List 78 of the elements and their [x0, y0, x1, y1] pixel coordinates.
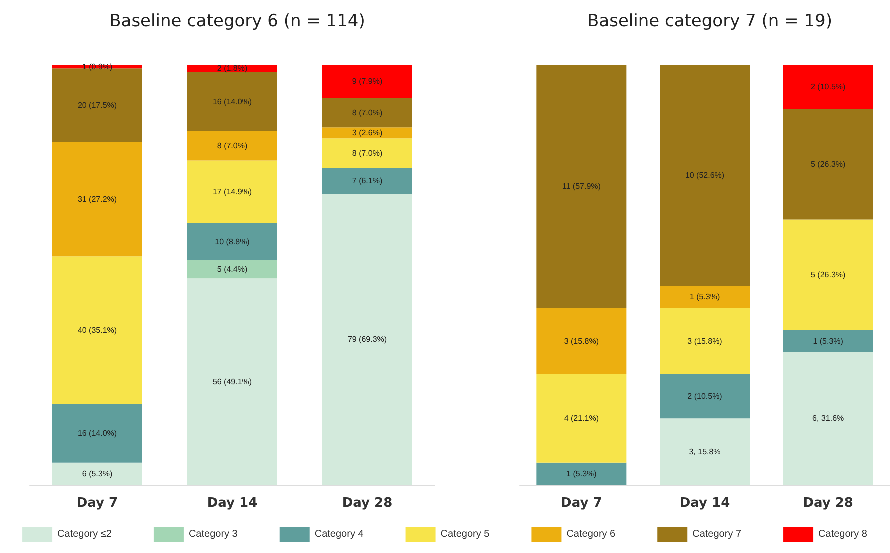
- bar: [783, 65, 874, 110]
- bar: [188, 72, 278, 132]
- bar: [783, 352, 874, 485]
- data-label: 31 (27.2%): [78, 194, 118, 204]
- x-tick-label: Day 7: [76, 496, 118, 511]
- data-label: 16 (14.0%): [212, 97, 252, 106]
- bar: [660, 65, 750, 286]
- data-label: 5 (26.3%): [810, 160, 846, 169]
- x-tick-label: Day 28: [803, 496, 854, 511]
- bar: [536, 374, 627, 463]
- bar: [188, 160, 278, 224]
- bar: [188, 278, 278, 485]
- bar: [536, 65, 627, 308]
- data-label: 5 (26.3%): [810, 270, 846, 280]
- legend-label: Category 5: [440, 529, 490, 540]
- legend-label: Category 7: [692, 529, 742, 540]
- bar: [536, 308, 627, 374]
- data-label: 10 (52.6%): [685, 171, 725, 180]
- data-label: 1 (5.3%): [566, 469, 598, 478]
- data-label: 1 (5.3%): [690, 292, 720, 302]
- bar: [52, 256, 142, 404]
- bar: [188, 260, 278, 279]
- data-label: 5 (4.4%): [217, 264, 248, 274]
- data-label: 6 (5.3%): [82, 469, 113, 478]
- bar: [52, 142, 142, 257]
- x-tick-label: Day 7: [561, 496, 602, 511]
- data-label: 1 (5.3%): [813, 336, 844, 346]
- bar: [322, 194, 412, 485]
- data-label: 4 (21.1%): [564, 414, 600, 424]
- bar: [660, 374, 750, 419]
- data-label: 8 (7.0%): [352, 148, 383, 158]
- data-label: 7 (6.1%): [352, 176, 383, 186]
- bar: [322, 128, 412, 139]
- data-label: 3 (15.8%): [564, 336, 600, 346]
- data-label: 16 (14.0%): [78, 428, 118, 438]
- data-label: 8 (7.0%): [352, 108, 383, 118]
- bar: [660, 286, 750, 308]
- data-label: 2 (1.8%): [217, 64, 248, 74]
- bar: [322, 168, 412, 194]
- bar: [322, 65, 412, 98]
- bar: [322, 98, 412, 128]
- x-tick-label: Day 28: [342, 496, 393, 511]
- chart-title: Baseline category 7 (n = 19): [588, 12, 832, 32]
- bar: [188, 223, 278, 260]
- data-label: 20 (17.5%): [78, 101, 118, 110]
- x-tick-label: Day 14: [680, 496, 730, 511]
- data-label: 3 (15.8%): [688, 336, 723, 346]
- data-label: 11 (57.9%): [562, 182, 602, 192]
- legend-label: Category 8: [818, 529, 868, 540]
- bar: [52, 462, 142, 485]
- bar: [783, 330, 874, 352]
- data-label: 6, 31.6%: [812, 414, 844, 424]
- chart-title: Baseline category 6 (n = 114): [110, 12, 366, 32]
- bar: [783, 109, 874, 220]
- data-label: 1 (0.9%): [82, 62, 113, 72]
- bar: [660, 418, 750, 485]
- data-label: 2 (10.5%): [688, 392, 723, 402]
- data-label: 40 (35.1%): [78, 326, 118, 335]
- data-label: 3, 15.8%: [689, 447, 721, 456]
- data-label: 2 (10.5%): [810, 82, 846, 92]
- bar: [52, 404, 142, 463]
- bar: [536, 462, 627, 485]
- bar: [783, 220, 874, 330]
- data-label: 17 (14.9%): [212, 188, 252, 197]
- legend-label: Category 4: [314, 529, 364, 540]
- data-label: 56 (49.1%): [212, 377, 252, 386]
- data-label: 10 (8.8%): [215, 237, 250, 246]
- legend-label: Category 6: [566, 529, 616, 540]
- bar: [322, 138, 412, 168]
- data-label: 79 (69.3%): [348, 334, 388, 344]
- legend-label: Category ≤2: [58, 529, 112, 540]
- data-label: 9 (7.9%): [352, 77, 383, 86]
- x-tick-label: Day 14: [207, 496, 258, 511]
- bar: [660, 308, 750, 374]
- legend-label: Category 3: [188, 529, 238, 540]
- bar: [188, 131, 278, 161]
- data-label: 3 (2.6%): [352, 128, 383, 138]
- data-label: 8 (7.0%): [217, 142, 248, 151]
